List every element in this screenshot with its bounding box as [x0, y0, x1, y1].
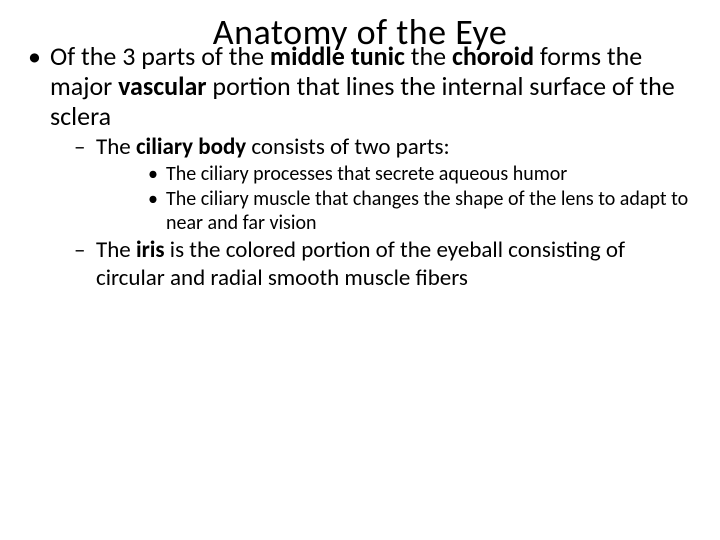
text-bold: vascular — [118, 70, 212, 102]
text-run: The — [96, 133, 136, 161]
text-bold: ciliary body — [136, 133, 251, 161]
text-run: Of the 3 parts of the — [50, 40, 270, 72]
slide: Anatomy of the Eye Of the 3 parts of the… — [0, 0, 720, 540]
bullet-lvl3: The ciliary processes that secrete aqueo… — [148, 162, 692, 186]
text-run: the — [411, 40, 452, 72]
text-bold: middle tunic — [270, 40, 411, 72]
text-run: The — [96, 236, 136, 264]
text-run: consists of two parts: — [251, 133, 449, 161]
text-run: The ciliary muscle that changes the shap… — [166, 187, 688, 235]
text-bold: choroid — [452, 40, 540, 72]
text-bold: iris — [136, 236, 170, 264]
text-run: The ciliary processes that secrete aqueo… — [166, 162, 567, 186]
bullet-lvl2: The iris is the colored portion of the e… — [74, 237, 692, 292]
bullet-lvl1: Of the 3 parts of the middle tunic the c… — [28, 42, 692, 292]
text-run: is the colored portion of the eyeball co… — [96, 236, 625, 292]
bullet-lvl2: The ciliary body consists of two parts: … — [74, 134, 692, 236]
slide-body: Of the 3 parts of the middle tunic the c… — [28, 42, 692, 296]
bullet-lvl3: The ciliary muscle that changes the shap… — [148, 187, 692, 235]
